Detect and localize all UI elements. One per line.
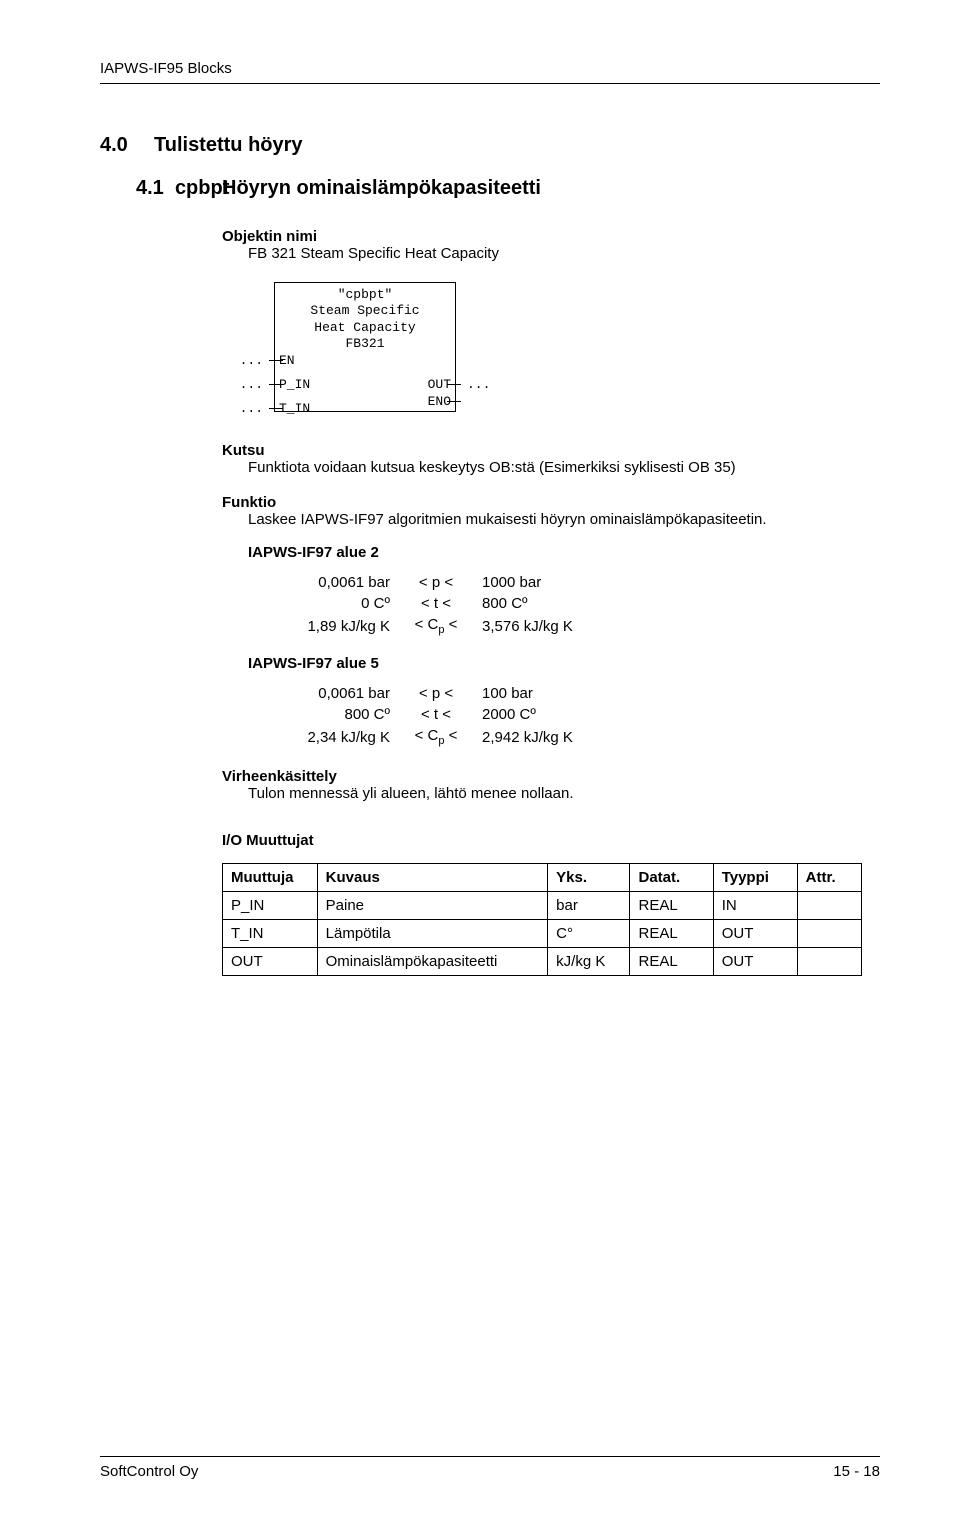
pin-tin: T_IN [279, 401, 310, 416]
block-line4: FB321 [345, 336, 384, 351]
pin-en: EN [279, 353, 295, 368]
io-h-kuvaus: Kuvaus [317, 864, 548, 892]
subsection-number: 4.1 [136, 177, 164, 199]
table-row: P_INPainebarREALIN [223, 892, 862, 920]
section-number: 4.0 [100, 134, 154, 157]
funktio-text: Laskee IAPWS-IF97 algoritmien mukaisesti… [248, 511, 880, 528]
funktio-label: Funktio [222, 494, 880, 511]
pin-out: OUT [428, 377, 451, 392]
block-line3: Heat Capacity [314, 320, 415, 335]
io-h-yks: Yks. [548, 864, 630, 892]
footer-left: SoftControl Oy [100, 1463, 198, 1480]
subsection-heading: 4.1 cpbptHöyryn ominaislämpökapasiteetti [136, 177, 880, 200]
io-h-tyyppi: Tyyppi [713, 864, 797, 892]
page-footer: SoftControl Oy 15 - 18 [100, 1456, 880, 1480]
io-table: Muuttuja Kuvaus Yks. Datat. Tyyppi Attr.… [222, 863, 862, 976]
io-h-muuttuja: Muuttuja [223, 864, 318, 892]
virhe-label: Virheenkäsittely [222, 768, 880, 785]
pin-dots: ... [240, 401, 263, 416]
header-rule [100, 83, 880, 84]
pin-dots: ... [240, 377, 263, 392]
kutsu-text: Funktiota voidaan kutsua keskeytys OB:st… [248, 459, 880, 476]
kutsu-label: Kutsu [222, 442, 880, 459]
block-tag: "cpbpt" [338, 287, 393, 302]
range5-title: IAPWS-IF97 alue 5 [248, 655, 880, 672]
virhe-text: Tulon mennessä yli alueen, lähtö menee n… [248, 785, 880, 802]
pin-dots: ... [467, 377, 490, 392]
range5-table: 0,0061 bar< p <100 bar 800 Cº< t <2000 C… [282, 682, 600, 750]
pin-dots: ... [240, 353, 263, 368]
io-title: I/O Muuttujat [222, 832, 880, 849]
io-h-attr: Attr. [797, 864, 861, 892]
section-heading: 4.0Tulistettu höyry [100, 134, 880, 157]
object-name-value: FB 321 Steam Specific Heat Capacity [248, 245, 880, 262]
pin-pin: P_IN [279, 377, 310, 392]
function-block-diagram: "cpbpt" Steam Specific Heat Capacity FB3… [222, 282, 482, 412]
table-row: T_INLämpötilaC°REALOUT [223, 920, 862, 948]
range2-title: IAPWS-IF97 alue 2 [248, 544, 880, 561]
table-row: OUTOminaislämpökapasiteettikJ/kg KREALOU… [223, 948, 862, 976]
block-line2: Steam Specific [310, 303, 419, 318]
range2-table: 0,0061 bar< p <1000 bar 0 Cº< t <800 Cº … [282, 571, 600, 639]
pin-eno: ENO [428, 394, 451, 409]
object-name-label: Objektin nimi [222, 228, 880, 245]
footer-right: 15 - 18 [833, 1463, 880, 1480]
subsection-title: Höyryn ominaislämpökapasiteetti [222, 177, 541, 199]
section-title: Tulistettu höyry [154, 134, 303, 156]
doc-header: IAPWS-IF95 Blocks [100, 60, 880, 77]
footer-rule [100, 1456, 880, 1457]
io-h-datat: Datat. [630, 864, 713, 892]
